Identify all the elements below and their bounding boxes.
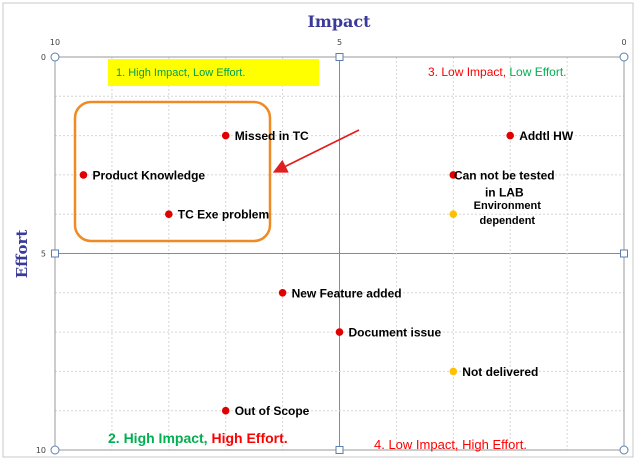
x-tick-label: 10 [50, 38, 60, 47]
edge-handle [335, 446, 344, 454]
y-axis-label: Effort [13, 230, 31, 279]
corner-handle [50, 52, 60, 62]
y-tick-label: 0 [41, 53, 46, 62]
data-label: New Feature added [292, 286, 402, 300]
data-label: Addtl HW [519, 129, 574, 143]
data-point [79, 171, 88, 179]
quadrant-label: 1. High Impact, Low Effort. [116, 67, 245, 79]
tick-labels: 10 5 0 0 5 10 [36, 38, 627, 455]
data-label: Product Knowledge [92, 168, 205, 182]
quadrant-labels: 1. High Impact, Low Effort. 3. Low Impact… [108, 59, 567, 452]
data-label-line: Can not be tested [454, 168, 555, 182]
quadrant-label-part: Low Effort. [509, 65, 566, 79]
quadrant-label-part: 3. Low Impact, [428, 65, 509, 79]
data-point [221, 406, 230, 415]
data-point [506, 131, 514, 140]
quadrant-label-part: High Effort. [211, 430, 287, 446]
quadrant-label-part: 4. Low Impact, High Effort. [374, 437, 527, 452]
data-label: Not delivered [462, 365, 538, 379]
edge-handle [620, 249, 628, 258]
grid-lines [55, 57, 624, 450]
data-point [449, 171, 458, 179]
data-label: TC Exe problem [178, 208, 269, 222]
data-label-line: dependent [479, 215, 535, 227]
data-point [335, 328, 344, 336]
quadrant-highlight [108, 59, 319, 86]
data-point [449, 367, 458, 376]
quadrant-label-part: 2. High Impact, [108, 430, 211, 446]
y-tick-label: 5 [41, 250, 46, 259]
x-tick-label: 5 [337, 38, 342, 47]
data-label-line: Environment [474, 200, 542, 212]
data-point [165, 210, 173, 218]
data-point [221, 131, 230, 140]
edge-handle [51, 249, 59, 258]
chart-title: Impact [307, 12, 371, 31]
data-point [449, 210, 458, 218]
data-label: Out of Scope [235, 404, 310, 418]
quadrant-label-part: 1. High Impact, Low Effort. [116, 67, 245, 79]
data-label: Document issue [349, 326, 442, 340]
x-tick-label: 0 [621, 38, 626, 47]
data-label-line: in LAB [485, 185, 524, 199]
data-points: Missed in TC Product Knowledge TC Exe prob… [79, 129, 574, 418]
data-label: Missed in TC [235, 129, 309, 143]
quadrant-label: 4. Low Impact, High Effort. [374, 437, 527, 452]
y-tick-label: 10 [36, 446, 46, 455]
pointer-arrow [272, 129, 360, 173]
data-point [278, 289, 287, 297]
annotations [73, 100, 360, 243]
corner-handle [619, 52, 629, 62]
edge-handle [335, 53, 344, 61]
corner-handle [50, 445, 60, 455]
quadrant-label: 2. High Impact, High Effort. [108, 430, 288, 446]
highlight-box [73, 100, 272, 243]
corner-handle [619, 445, 629, 455]
quadrant-label: 3. Low Impact, Low Effort. [428, 65, 567, 79]
